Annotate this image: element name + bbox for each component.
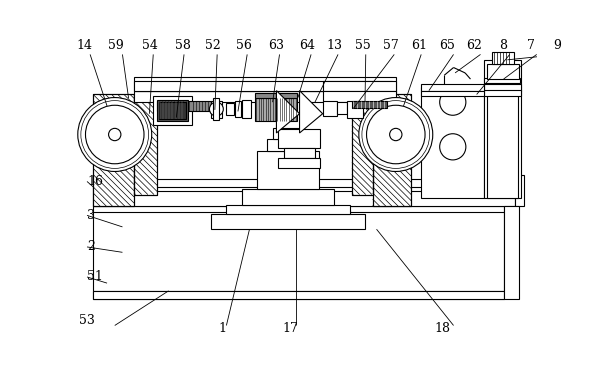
- Bar: [134, 81, 392, 91]
- Text: 14: 14: [76, 39, 92, 52]
- Circle shape: [390, 128, 402, 141]
- Bar: [93, 95, 134, 206]
- Bar: [134, 95, 157, 195]
- Text: 55: 55: [355, 39, 371, 52]
- Bar: [352, 95, 374, 195]
- Text: 16: 16: [87, 175, 103, 188]
- Bar: [213, 98, 219, 120]
- Text: 54: 54: [142, 39, 158, 52]
- Bar: [421, 87, 484, 198]
- Bar: [153, 96, 192, 125]
- Circle shape: [109, 128, 121, 141]
- Circle shape: [367, 105, 425, 164]
- Text: 1: 1: [218, 322, 227, 335]
- Bar: [484, 85, 521, 91]
- Circle shape: [440, 134, 466, 160]
- Bar: [257, 151, 319, 189]
- Text: 58: 58: [175, 39, 190, 52]
- Text: 13: 13: [326, 39, 342, 52]
- Text: 51: 51: [87, 270, 103, 283]
- Bar: [157, 101, 211, 111]
- Bar: [492, 52, 514, 64]
- Bar: [515, 175, 524, 206]
- Text: 9: 9: [554, 39, 562, 52]
- Bar: [484, 60, 521, 87]
- Bar: [421, 91, 484, 96]
- Bar: [347, 101, 362, 118]
- Bar: [421, 85, 484, 91]
- Bar: [134, 95, 157, 195]
- Text: 8: 8: [499, 39, 508, 52]
- Bar: [278, 159, 321, 168]
- Bar: [227, 103, 234, 115]
- Bar: [484, 90, 521, 96]
- Bar: [93, 95, 134, 206]
- Bar: [352, 101, 386, 108]
- Text: 56: 56: [236, 39, 252, 52]
- Bar: [487, 87, 518, 198]
- Bar: [255, 93, 297, 98]
- Bar: [373, 95, 411, 206]
- Bar: [235, 101, 241, 117]
- Bar: [352, 95, 374, 195]
- Bar: [323, 101, 337, 116]
- Text: 52: 52: [206, 39, 221, 52]
- Bar: [211, 214, 365, 229]
- Bar: [227, 205, 350, 214]
- Text: 61: 61: [411, 39, 427, 52]
- Bar: [267, 139, 310, 151]
- Bar: [157, 100, 188, 121]
- Bar: [255, 98, 297, 121]
- Bar: [93, 291, 504, 298]
- Bar: [93, 206, 504, 298]
- Bar: [337, 102, 346, 115]
- Text: 64: 64: [299, 39, 315, 52]
- Text: 18: 18: [435, 322, 451, 335]
- Bar: [242, 100, 251, 118]
- Text: 65: 65: [440, 39, 455, 52]
- Bar: [504, 206, 519, 298]
- Bar: [284, 147, 315, 159]
- Text: 59: 59: [108, 39, 124, 52]
- Bar: [487, 64, 519, 79]
- Text: 3: 3: [87, 209, 95, 222]
- Text: 62: 62: [466, 39, 482, 52]
- Polygon shape: [276, 91, 300, 133]
- Bar: [134, 91, 396, 102]
- Bar: [242, 189, 334, 205]
- Bar: [278, 129, 321, 148]
- Circle shape: [209, 102, 223, 116]
- Bar: [273, 128, 303, 139]
- Text: 17: 17: [282, 322, 298, 335]
- Bar: [484, 87, 521, 198]
- Text: 7: 7: [527, 39, 535, 52]
- Bar: [323, 81, 396, 91]
- Bar: [160, 102, 185, 119]
- Text: 63: 63: [269, 39, 285, 52]
- Bar: [484, 78, 520, 83]
- Bar: [323, 91, 396, 102]
- Text: 2: 2: [87, 241, 95, 254]
- Text: 57: 57: [383, 39, 398, 52]
- Bar: [373, 95, 411, 206]
- Text: 53: 53: [79, 314, 95, 327]
- Circle shape: [78, 98, 152, 172]
- Circle shape: [440, 89, 466, 115]
- Circle shape: [86, 105, 144, 164]
- Bar: [134, 77, 396, 91]
- Bar: [93, 179, 515, 206]
- Polygon shape: [300, 91, 323, 133]
- Circle shape: [359, 98, 433, 172]
- Bar: [211, 101, 222, 118]
